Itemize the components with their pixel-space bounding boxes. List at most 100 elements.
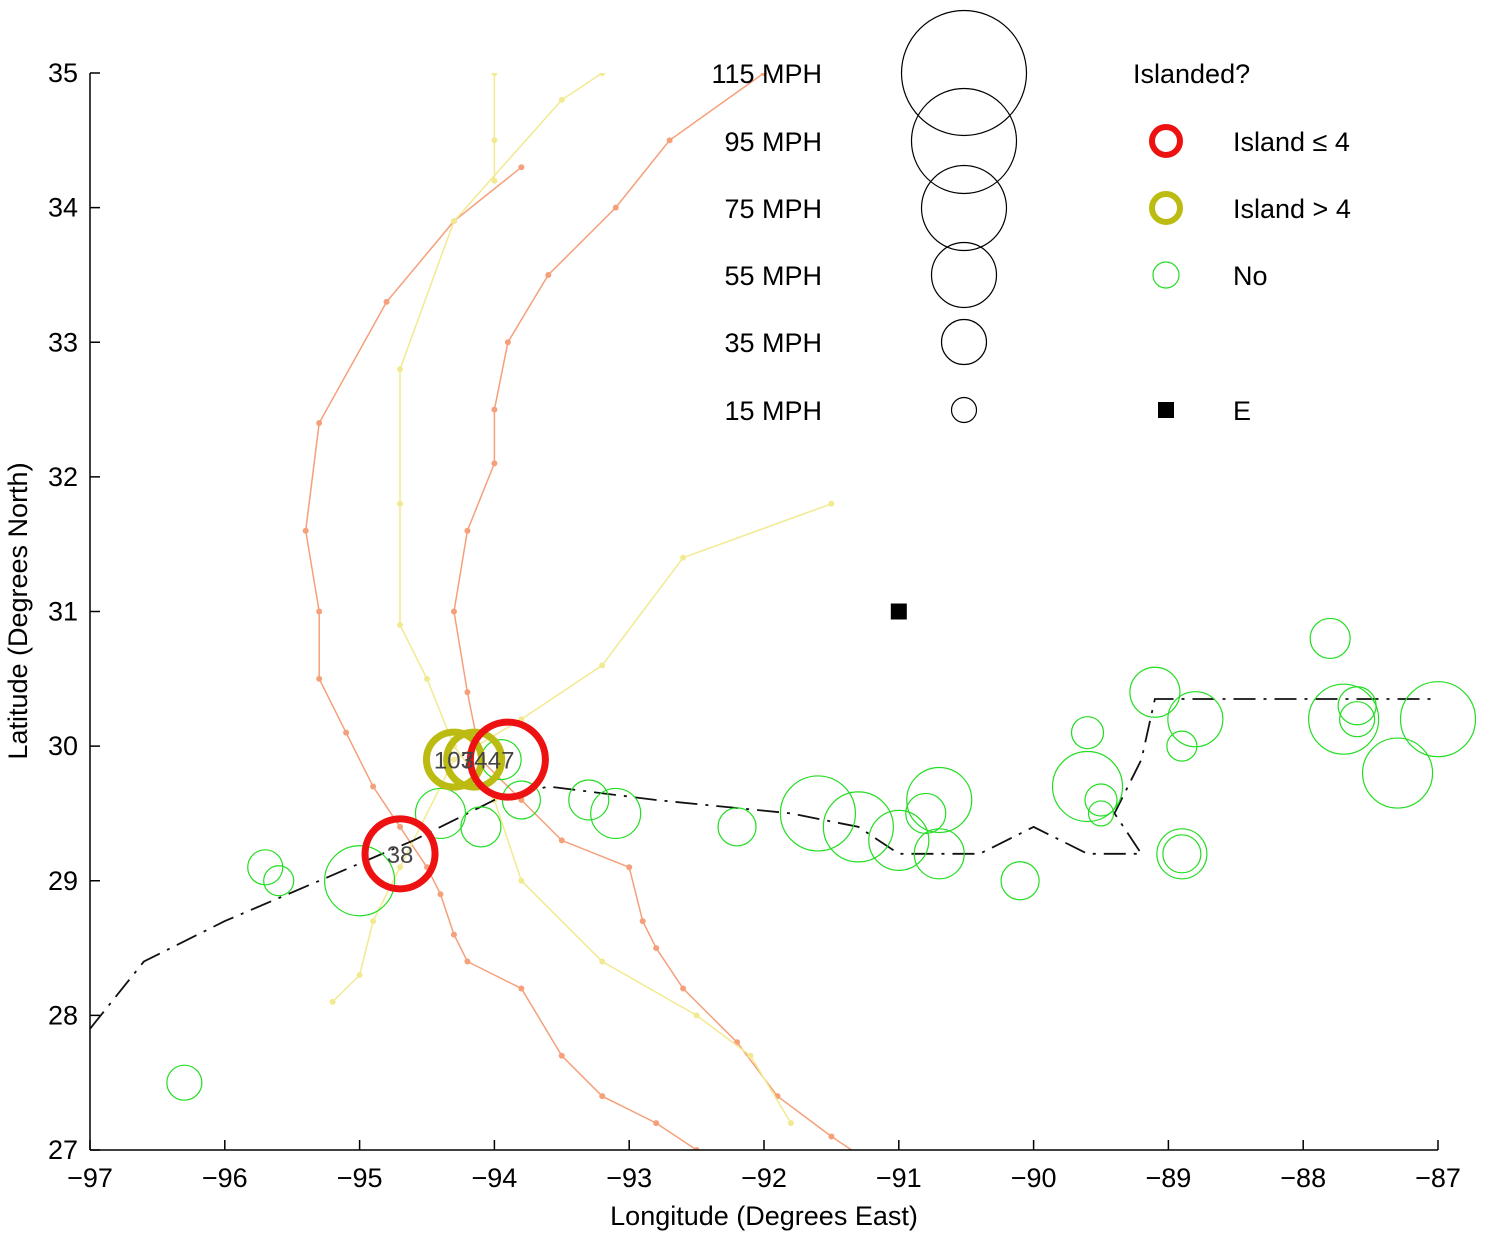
- track-vertex: [680, 985, 687, 992]
- y-tick-label: 32: [48, 462, 78, 492]
- track-vertex: [450, 756, 457, 763]
- point-no: [324, 845, 396, 917]
- x-tick-label: −95: [337, 1163, 383, 1193]
- track-vertex: [397, 366, 404, 373]
- point-no: [166, 1064, 203, 1101]
- track-vertex: [464, 689, 471, 696]
- size-legend-circle: [920, 164, 1008, 252]
- track-vertex: [558, 837, 565, 844]
- point-label: 38: [387, 842, 414, 869]
- track-vertex: [599, 958, 606, 965]
- y-tick-label: 29: [48, 866, 78, 896]
- point-no: [1000, 861, 1040, 901]
- size-legend-label: 15 MPH: [724, 396, 822, 426]
- point-no: [1167, 691, 1224, 748]
- track-vertex: [450, 218, 457, 225]
- track-vertex: [599, 73, 606, 76]
- point-island-le-4: [361, 815, 439, 893]
- track-vertex: [828, 1133, 835, 1140]
- point-no: [590, 787, 642, 840]
- track-vertex: [491, 137, 498, 144]
- track-vertex: [666, 137, 673, 144]
- dashed-path: [90, 698, 1438, 1030]
- point-no: [822, 791, 894, 863]
- track-vertex: [450, 931, 457, 938]
- track-vertex: [518, 164, 525, 171]
- point-no: [905, 792, 947, 835]
- track-vertex: [639, 918, 646, 925]
- track-vertex: [491, 177, 498, 184]
- track-vertex: [397, 500, 404, 507]
- size-legend-circle: [910, 87, 1018, 195]
- track-vertex: [424, 675, 430, 682]
- point-island-le-4: [466, 718, 549, 801]
- category-legend-marker: [1149, 124, 1183, 158]
- point-no: [1337, 686, 1377, 726]
- point-no: [460, 806, 502, 848]
- track-vertex: [761, 73, 767, 76]
- point-no: [1084, 783, 1118, 817]
- point-no: [247, 849, 284, 886]
- x-tick-label: −93: [606, 1163, 652, 1193]
- storm-track-1: [453, 73, 853, 1150]
- x-tick-label: −97: [67, 1163, 113, 1193]
- track-vertex: [680, 554, 687, 561]
- x-tick-label: −92: [741, 1163, 787, 1193]
- y-axis-title: Latitude (Degrees North): [3, 462, 33, 759]
- track-vertex: [491, 460, 498, 467]
- track-vertex: [747, 1052, 754, 1059]
- y-tick-label: 33: [48, 327, 78, 357]
- axes: [89, 72, 1439, 1151]
- storm-tracks: [302, 73, 875, 1166]
- point-island-gt-4: [443, 728, 506, 791]
- y-tick-label: 30: [48, 731, 78, 761]
- x-tick-label: −90: [1011, 1163, 1057, 1193]
- marker-e: [890, 603, 907, 620]
- track-vertex: [558, 1052, 565, 1059]
- y-tick-label: 35: [48, 58, 78, 88]
- y-tick-label: 34: [48, 193, 78, 223]
- point-no: [1162, 834, 1202, 874]
- point-no: [1308, 683, 1380, 755]
- track-vertex: [653, 945, 660, 952]
- track-vertex: [518, 985, 525, 992]
- x-tick-label: −89: [1145, 1163, 1191, 1193]
- track-vertex: [316, 420, 323, 427]
- track-vertex: [302, 527, 309, 534]
- x-tick-label: −91: [876, 1163, 922, 1193]
- size-legend-label: 75 MPH: [724, 194, 822, 224]
- track-vertex: [397, 823, 404, 830]
- track-vertex: [599, 1093, 606, 1100]
- size-legend-circle: [950, 396, 978, 424]
- size-legend-label: 95 MPH: [724, 127, 822, 157]
- track-vertex: [787, 1120, 794, 1127]
- track-vertex: [356, 971, 363, 978]
- track-vertex: [329, 998, 336, 1005]
- point-no: [263, 865, 295, 897]
- track-vertex: [518, 877, 525, 884]
- point-no: [1129, 666, 1181, 718]
- track-vertex: [599, 662, 606, 669]
- track-vertex: [869, 1160, 875, 1166]
- dashed-path-line: [90, 698, 1438, 1030]
- point-island-gt-4: [422, 728, 485, 791]
- marker-legend-label: E: [1233, 396, 1251, 426]
- category-legend-marker: [1149, 191, 1183, 225]
- category-legend-marker: [1152, 261, 1180, 289]
- tick-labels: −97 −96 −95 −94 −93 −92 −91 −90 −89 −88 −87 27 28 29 3…: [48, 58, 1461, 1193]
- size-legend-label: 55 MPH: [724, 261, 822, 291]
- size-legend-circle: [940, 318, 988, 366]
- storm-track-2: [304, 166, 698, 1150]
- track-vertex: [397, 621, 404, 628]
- category-legend-label: No: [1233, 261, 1268, 291]
- point-no: [1309, 617, 1351, 660]
- category-legend-label: Island > 4: [1233, 194, 1351, 224]
- category-legend: Islanded? Island ≤ 4 Island > 4 No E: [1133, 59, 1351, 426]
- category-legend-title: Islanded?: [1133, 59, 1250, 89]
- track-vertex: [491, 73, 498, 76]
- size-legend: 115 MPH 95 MPH 75 MPH 55 MPH 35 MPH 15 MPH: [711, 9, 1028, 426]
- track-vertex: [828, 500, 835, 507]
- track-vertex: [316, 675, 323, 682]
